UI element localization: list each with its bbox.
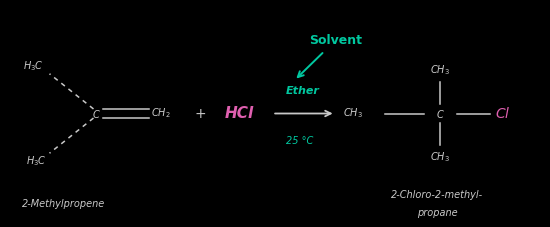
Text: propane: propane	[417, 208, 458, 218]
Text: +: +	[195, 106, 207, 121]
Text: HCl: HCl	[224, 106, 254, 121]
Text: $\mathit{H_3C}$: $\mathit{H_3C}$	[23, 59, 44, 73]
Text: 2-Methylpropene: 2-Methylpropene	[21, 199, 105, 209]
Text: Solvent: Solvent	[309, 34, 362, 47]
Text: $\mathit{CH_3}$: $\mathit{CH_3}$	[430, 64, 450, 77]
Text: $\mathit{Cl}$: $\mathit{Cl}$	[495, 106, 510, 121]
Text: $\mathit{CH_3}$: $\mathit{CH_3}$	[343, 107, 363, 120]
Text: 25 °C: 25 °C	[286, 136, 313, 146]
Text: $\mathit{CH_2}$: $\mathit{CH_2}$	[151, 107, 171, 120]
Text: $\mathit{CH_3}$: $\mathit{CH_3}$	[430, 150, 450, 163]
Text: 2-Chloro-2-methyl-: 2-Chloro-2-methyl-	[391, 190, 483, 200]
Text: $\mathit{H_3C}$: $\mathit{H_3C}$	[26, 154, 47, 168]
Text: $\mathit{C}$: $\mathit{C}$	[436, 108, 444, 119]
Text: $\mathit{C}$: $\mathit{C}$	[92, 108, 101, 119]
Text: Ether: Ether	[286, 86, 320, 96]
